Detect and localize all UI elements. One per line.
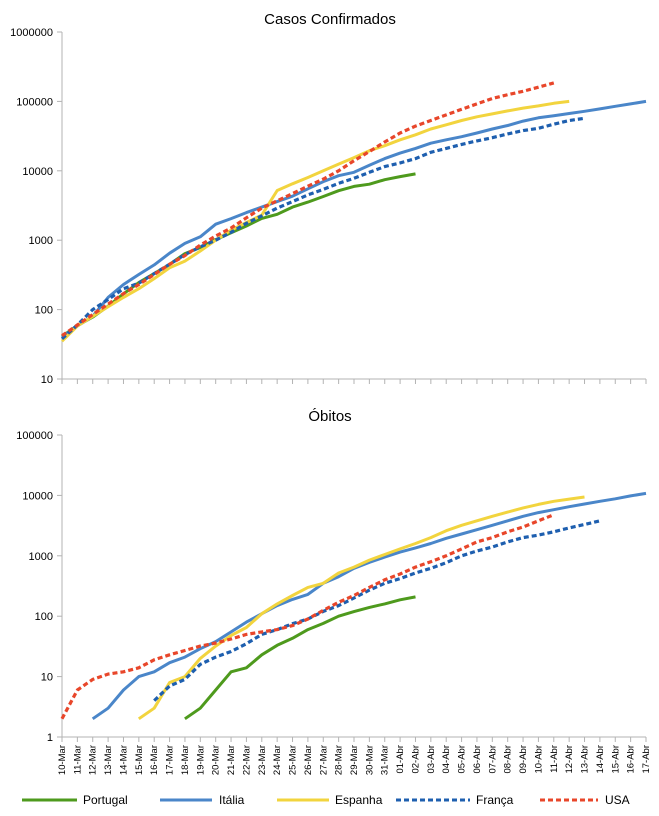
legend-label-franca: França <box>476 793 514 807</box>
x-tick-label: 17-Abr <box>641 745 652 774</box>
x-tick-label: 15-Abr <box>610 745 621 774</box>
x-tick-label: 11-Abr <box>549 745 560 773</box>
x-tick-label: 05-Abr <box>457 745 468 774</box>
x-tick-label: 19-Mar <box>195 745 206 775</box>
y-tick-label: 10 <box>41 374 53 386</box>
x-tick-label: 28-Mar <box>334 745 345 775</box>
y-tick-label: 1000 <box>29 235 53 247</box>
x-tick-label: 22-Mar <box>241 745 252 775</box>
x-tick-label: 20-Mar <box>211 745 222 775</box>
x-tick-label: 16-Mar <box>149 745 160 775</box>
chart-title-cases: Casos Confirmados <box>264 11 396 28</box>
legend-label-espanha: Espanha <box>335 793 383 807</box>
x-tick-label: 27-Mar <box>318 745 329 775</box>
x-tick-label: 30-Mar <box>364 745 375 775</box>
x-tick-label: 06-Abr <box>472 745 483 774</box>
series-line-cases-italia <box>61 99 647 339</box>
x-tick-label: 25-Mar <box>288 745 299 775</box>
y-tick-label: 100 <box>35 611 53 623</box>
chart-title-deaths: Óbitos <box>308 408 351 425</box>
x-tick-label: 10-Abr <box>533 745 544 774</box>
legend: Portugal Itália Espanha França USA <box>22 793 630 807</box>
x-tick-label: 26-Mar <box>303 745 314 775</box>
x-tick-label: 12-Abr <box>564 745 575 774</box>
series-line-cases-espanha <box>60 99 570 343</box>
plot-deaths: 1 10 100 1000 10000 100000 10-Mar 11-Mar 12-Mar 1… <box>16 430 652 775</box>
y-tick-label: 100000 <box>16 96 53 108</box>
y-tick-label: 100000 <box>16 430 53 442</box>
x-tick-label: 04-Abr <box>441 745 452 774</box>
x-tick-label: 03-Abr <box>426 745 437 774</box>
x-tick-label: 21-Mar <box>226 745 237 775</box>
x-tick-label: 29-Mar <box>349 745 360 775</box>
legend-label-usa: USA <box>605 793 630 807</box>
plot-cases: 10 100 1000 10000 100000 1000000 <box>10 27 647 386</box>
x-tick-label: 24-Mar <box>272 745 283 775</box>
x-tick-label: 13-Abr <box>580 745 591 774</box>
x-tick-label: 01-Abr <box>395 745 406 774</box>
x-tick-label: 18-Mar <box>180 745 191 775</box>
x-tick-label: 15-Mar <box>134 745 145 775</box>
legend-label-portugal: Portugal <box>83 793 128 807</box>
y-tick-label: 1000000 <box>10 27 53 39</box>
x-tick-label: 14-Mar <box>118 745 129 775</box>
y-tick-label: 10000 <box>22 166 53 178</box>
x-tick-label: 31-Mar <box>380 745 391 775</box>
x-tick-label: 13-Mar <box>103 745 114 775</box>
series-line-cases-usa <box>61 81 555 338</box>
x-tick-label: 11-Mar <box>72 745 83 774</box>
y-tick-label: 10000 <box>22 490 53 502</box>
x-tick-label: 23-Mar <box>257 745 268 775</box>
series-line-deaths-franca <box>153 519 601 702</box>
legend-label-italia: Itália <box>219 793 245 807</box>
series-line-cases-portugal <box>61 172 416 338</box>
y-tick-label: 100 <box>35 305 53 317</box>
series-line-deaths-portugal <box>184 595 416 721</box>
x-tick-label: 16-Abr <box>626 745 637 774</box>
series-line-deaths-italia <box>91 491 647 721</box>
x-tick-label: 09-Abr <box>518 745 529 774</box>
x-tick-label: 12-Mar <box>88 745 99 775</box>
x-tick-label: 02-Abr <box>410 745 421 774</box>
series-line-deaths-usa <box>60 513 555 720</box>
series-line-deaths-espanha <box>137 495 585 721</box>
x-tick-label: 14-Abr <box>595 745 606 774</box>
x-tick-label: 17-Mar <box>165 745 176 775</box>
x-tick-label: 10-Mar <box>57 745 68 775</box>
x-tick-label: 08-Abr <box>503 745 514 774</box>
y-tick-label: 1000 <box>29 551 53 563</box>
y-tick-label: 10 <box>41 672 53 684</box>
series-line-cases-franca <box>60 116 585 340</box>
y-tick-label: 1 <box>47 732 53 744</box>
x-tick-label: 07-Abr <box>487 745 498 774</box>
